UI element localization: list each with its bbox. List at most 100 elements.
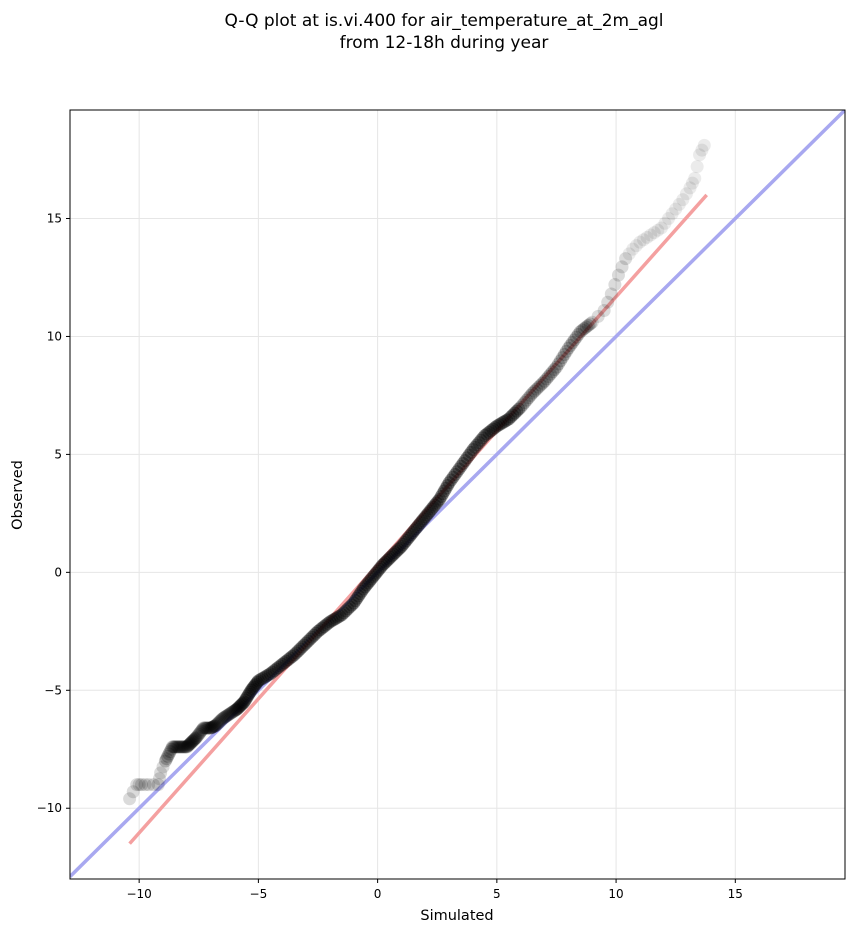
x-tick-label-2: 0 (374, 887, 382, 901)
y-tick-label-1: −5 (44, 683, 62, 697)
data-point-236 (506, 408, 520, 422)
data-point-245 (524, 388, 538, 402)
data-point-125 (309, 626, 323, 640)
data-point-98 (255, 671, 269, 685)
data-point-101 (261, 668, 275, 682)
data-point-103 (265, 665, 279, 679)
data-point-72 (223, 707, 237, 721)
data-point-232 (498, 414, 512, 428)
data-point-161 (374, 560, 388, 574)
data-point-114 (287, 648, 301, 662)
data-point-205 (444, 473, 458, 487)
data-point-242 (518, 396, 532, 410)
data-point-187 (415, 514, 429, 528)
data-point-139 (337, 606, 351, 620)
data-point-214 (462, 448, 476, 462)
data-point-217 (468, 440, 482, 454)
data-point-21 (169, 740, 183, 754)
data-point-43 (191, 729, 205, 743)
x-tick-label-5: 15 (728, 887, 743, 901)
data-point-181 (406, 526, 420, 540)
data-point-228 (490, 419, 504, 433)
data-point-141 (341, 602, 355, 616)
data-point-279 (601, 295, 615, 309)
data-point-3 (132, 778, 146, 792)
data-point-243 (520, 393, 534, 407)
chart-title: Q-Q plot at is.vi.400 for air_temperatur… (224, 11, 663, 31)
identity-line-group (70, 110, 845, 878)
data-point-253 (540, 372, 554, 386)
x-tick-label-0: −10 (126, 887, 151, 901)
data-point-52 (201, 721, 215, 735)
data-point-69 (219, 709, 233, 723)
data-point-53 (203, 721, 216, 735)
data-point-122 (303, 632, 317, 646)
data-point-77 (229, 703, 243, 717)
data-point-230 (494, 417, 508, 431)
data-point-56 (205, 720, 219, 734)
data-point-247 (528, 384, 542, 398)
data-point-81 (234, 699, 247, 713)
data-point-85 (238, 693, 252, 707)
data-point-282 (611, 268, 625, 282)
data-point-33 (182, 738, 196, 752)
data-point-303 (685, 176, 699, 190)
data-point-266 (565, 336, 579, 350)
data-point-206 (446, 470, 460, 484)
data-point-173 (393, 541, 407, 555)
data-point-106 (271, 660, 285, 674)
data-point-297 (665, 207, 679, 221)
data-point-259 (551, 357, 565, 371)
data-point-261 (555, 351, 569, 365)
data-point-126 (311, 624, 325, 638)
data-point-26 (175, 740, 189, 754)
data-point-73 (224, 706, 238, 720)
data-point-174 (394, 539, 408, 553)
data-point-222 (478, 429, 492, 443)
data-point-229 (492, 418, 506, 432)
data-point-13 (160, 752, 174, 766)
data-point-260 (553, 354, 567, 368)
data-point-116 (291, 644, 305, 658)
data-point-300 (676, 193, 690, 207)
data-point-96 (251, 674, 265, 688)
data-point-5 (138, 778, 152, 792)
data-point-105 (269, 662, 283, 676)
data-point-70 (220, 708, 234, 722)
data-point-283 (615, 260, 629, 274)
data-point-151 (358, 580, 372, 594)
data-point-168 (385, 549, 399, 563)
data-point-191 (421, 506, 435, 520)
data-point-302 (683, 181, 697, 195)
data-point-10 (154, 766, 168, 780)
data-point-226 (486, 422, 500, 436)
data-point-67 (217, 711, 231, 725)
data-point-140 (339, 604, 353, 618)
data-point-55 (204, 721, 218, 735)
data-point-148 (353, 587, 367, 601)
data-point-254 (542, 370, 556, 384)
data-point-163 (377, 557, 391, 571)
data-point-42 (189, 730, 203, 744)
data-point-258 (549, 360, 563, 374)
data-point-251 (536, 376, 550, 390)
data-point-110 (279, 654, 293, 668)
data-point-263 (559, 344, 573, 358)
data-point-211 (456, 456, 470, 470)
data-point-186 (414, 516, 428, 530)
data-point-264 (561, 341, 575, 355)
data-point-143 (345, 598, 359, 612)
data-point-4 (135, 778, 149, 792)
data-point-294 (654, 221, 668, 235)
data-point-134 (327, 613, 341, 627)
data-point-246 (526, 386, 540, 400)
data-point-175 (396, 537, 410, 551)
data-point-204 (442, 476, 456, 490)
y-tick-label-5: 15 (47, 212, 62, 226)
data-point-265 (563, 338, 577, 352)
data-point-166 (382, 552, 396, 566)
data-point-299 (672, 197, 686, 211)
data-point-277 (591, 309, 605, 323)
data-point-36 (185, 735, 199, 749)
data-point-196 (429, 496, 443, 510)
